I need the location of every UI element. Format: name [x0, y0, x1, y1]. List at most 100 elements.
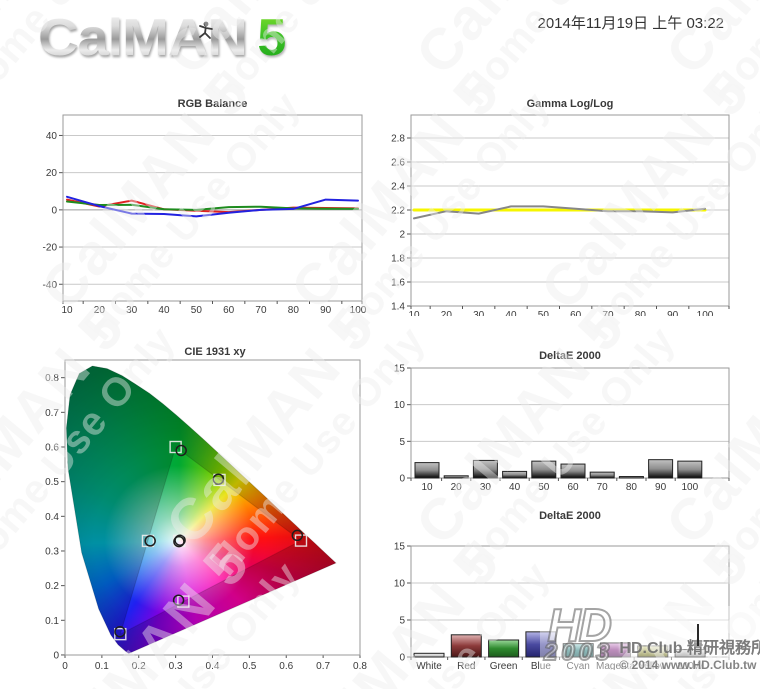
bar-40 [502, 470, 528, 479]
bar-10 [414, 462, 440, 479]
svg-text:70: 70 [255, 305, 267, 316]
hdclub-text: HD.Club 精研視務所 © 2014 www.HD.Club.tw [619, 634, 760, 672]
svg-text:90: 90 [655, 482, 667, 492]
svg-text:0.8: 0.8 [45, 373, 59, 384]
cie-measurement-7 [173, 535, 185, 548]
svg-text:60: 60 [567, 482, 579, 492]
rgb-balance-title: RGB Balance [177, 98, 248, 110]
bar-100 [677, 460, 703, 479]
svg-text:0.6: 0.6 [45, 442, 59, 453]
svg-text:20: 20 [451, 482, 463, 492]
svg-text:Yellow: Yellow [639, 661, 668, 670]
svg-text:Cyan: Cyan [567, 661, 590, 670]
cie-target-3 [141, 534, 155, 548]
svg-text:0.6: 0.6 [279, 661, 293, 672]
svg-text:30: 30 [473, 310, 485, 316]
hdclub-subtitle: © 2014 www.HD.Club.tw [619, 658, 757, 672]
cie-measurement-3 [144, 535, 156, 547]
climber-icon [199, 21, 213, 39]
svg-text:0: 0 [51, 205, 57, 216]
bar-60 [560, 463, 586, 479]
cie-measurement-5 [212, 473, 225, 485]
svg-text:0: 0 [53, 650, 59, 661]
svg-text:2: 2 [399, 230, 405, 241]
svg-text:100: 100 [697, 310, 714, 316]
svg-text:60: 60 [570, 310, 582, 316]
svg-text:80: 80 [626, 482, 638, 492]
cie-title: CIE 1931 xy [184, 346, 246, 358]
deltae-grayscale-plot: 0 5 10 15 10 20 30 40 50 60 70 80 90 100 [394, 364, 730, 492]
deltae-colors-chart: DeltaE 2000 0 5 10 15 White Red Green Blue Cyan M… [378, 508, 738, 686]
bar-red [450, 634, 482, 658]
svg-text:10: 10 [61, 305, 73, 316]
svg-text:5: 5 [399, 616, 405, 627]
svg-text:50: 50 [538, 310, 550, 316]
cie-measurement-4 [172, 594, 185, 606]
svg-text:40: 40 [46, 131, 58, 142]
svg-text:2.2: 2.2 [391, 206, 405, 217]
deltae-grayscale-title: DeltaE 2000 [539, 350, 601, 362]
svg-text:Magenta: Magenta [596, 661, 635, 670]
svg-text:90: 90 [320, 305, 332, 316]
measured-gamma-line [413, 205, 706, 220]
blue-line [66, 195, 359, 218]
svg-text:Red: Red [457, 661, 475, 670]
calman-logo-five: 5 [257, 9, 287, 67]
cie-measurement-1 [175, 444, 187, 457]
svg-text:1.4: 1.4 [391, 302, 405, 313]
svg-text:0.5: 0.5 [45, 477, 59, 488]
deltae-colors-plot: 0 5 10 15 White Red Green Blue Cyan Magenta Yellow… [394, 542, 730, 670]
bar-cyan [562, 643, 594, 658]
svg-text:20: 20 [46, 168, 58, 179]
cie-target-1 [169, 440, 182, 454]
cie-1931-chart: CIE 1931 xy 0 0.1 0.2 0.3 0.4 0.5 0.6 0.7 0.8 0 0.… [30, 346, 375, 689]
report-datetime: 2014年11月19日 上午 03:22 [537, 15, 725, 32]
svg-text:70: 70 [597, 482, 609, 492]
svg-text:40: 40 [509, 482, 521, 492]
svg-text:0.7: 0.7 [316, 661, 330, 672]
svg-text:50: 50 [538, 482, 550, 492]
svg-text:0.7: 0.7 [45, 408, 59, 419]
svg-text:100W: 100W [677, 661, 704, 670]
bar-magenta [600, 642, 631, 658]
gamma-plot: 2.8 2.6 2.4 2.2 2 1.8 1.6 1.410 20 30 40 50 60 70 80 90… [391, 114, 730, 316]
hdclub-watermark: HD 2003 HD.Club 精研視務所 © 2014 www.HD.Club… [540, 599, 760, 674]
bar-blue [525, 631, 557, 658]
svg-text:0.1: 0.1 [45, 616, 59, 627]
calman-logo-text: CalMAN [38, 9, 248, 67]
bar-80 [618, 476, 644, 479]
cie-target-4 [177, 595, 190, 608]
bar-green [488, 639, 520, 658]
svg-text:0.3: 0.3 [45, 546, 59, 557]
gamut-triangle-shading [65, 365, 337, 654]
svg-text:2.4: 2.4 [391, 182, 405, 193]
svg-text:15: 15 [394, 364, 406, 375]
green-line [66, 200, 359, 211]
cie-measurement-2 [114, 625, 126, 638]
svg-text:0: 0 [399, 474, 405, 485]
deltae-grayscale-chart: DeltaE 2000 0 5 10 15 10 20 30 40 50 60 70 80 90 100 [378, 350, 738, 505]
text-cursor [697, 624, 699, 646]
svg-text:0.2: 0.2 [132, 661, 146, 672]
svg-text:0.3: 0.3 [169, 661, 183, 672]
svg-text:10: 10 [394, 579, 406, 590]
svg-text:60: 60 [223, 305, 235, 316]
svg-text:90: 90 [667, 310, 679, 316]
svg-text:1.6: 1.6 [391, 278, 405, 289]
bar-white [413, 652, 445, 658]
svg-text:100: 100 [350, 305, 367, 316]
svg-text:70: 70 [602, 310, 614, 316]
bar-100w [674, 649, 706, 658]
svg-text:0.8: 0.8 [353, 661, 367, 672]
cie-measurement-6 [174, 534, 186, 546]
hdclub-logo-hd: HD [546, 599, 612, 651]
bar-50 [531, 460, 557, 479]
svg-text:0.2: 0.2 [45, 581, 59, 592]
svg-text:-20: -20 [43, 243, 58, 254]
svg-text:0: 0 [399, 653, 405, 664]
header: CalMAN 5 2014年11月19日 上午 03:22 [0, 0, 760, 90]
gamma-title: Gamma Log/Log [526, 98, 614, 110]
svg-text:20: 20 [94, 305, 106, 316]
svg-text:0.4: 0.4 [45, 512, 59, 523]
rgb-balance-plot: 40 20 0 -20 -40 10 20 30 40 50 60 70 80 90 100 [43, 114, 367, 316]
